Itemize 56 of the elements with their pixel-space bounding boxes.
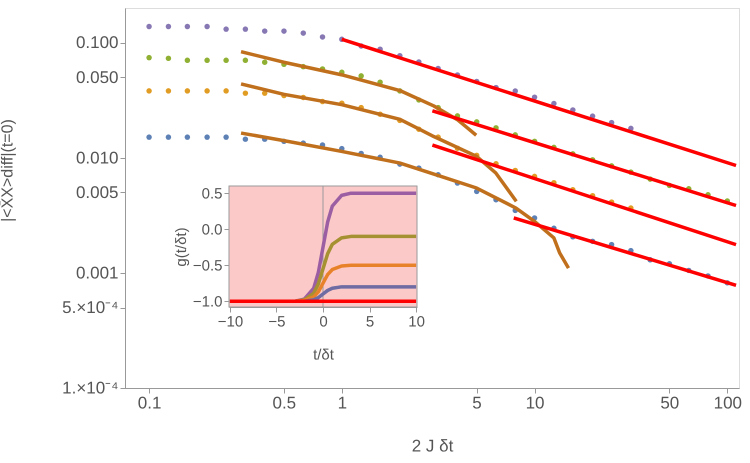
x-tick-label: 5: [366, 314, 374, 330]
y-tick-label: 5.×10⁻⁴: [62, 298, 118, 318]
x-tick-label: 10: [408, 314, 425, 330]
point: [166, 24, 172, 30]
point: [223, 58, 229, 64]
point: [358, 73, 364, 79]
x-tick-label: −5: [268, 314, 286, 330]
point: [166, 56, 172, 62]
point: [146, 54, 152, 60]
x-tick-label: 100: [714, 394, 742, 412]
x-tick-label: 1: [338, 394, 348, 412]
point: [166, 134, 172, 140]
x-tick-label: 5: [472, 394, 482, 412]
point: [184, 58, 190, 64]
point: [204, 58, 210, 64]
point: [242, 136, 248, 142]
y-tick-label: 0.001: [76, 263, 118, 282]
y-tick-label: 0.5: [202, 186, 222, 203]
point: [262, 28, 268, 34]
y-axis-title: g(t/δt): [172, 227, 190, 267]
point: [242, 58, 248, 64]
x-tick-label: −10: [218, 314, 244, 330]
x-tick-label: 0.5: [272, 394, 296, 412]
y-tick-label: 0.005: [76, 182, 118, 202]
y-tick-label: 0.010: [76, 148, 118, 168]
point: [223, 134, 229, 140]
x-axis-title: 2 J δt: [412, 436, 454, 456]
point: [146, 134, 152, 140]
y-tick-label: −1.0: [192, 294, 222, 311]
point: [184, 24, 190, 30]
point: [204, 88, 210, 94]
point: [320, 34, 326, 40]
point: [223, 26, 229, 32]
point: [281, 28, 287, 34]
point: [166, 88, 172, 94]
x-tick-label: 0: [319, 314, 328, 330]
point: [242, 26, 248, 32]
point: [262, 59, 268, 65]
point: [146, 24, 152, 30]
point: [184, 88, 190, 94]
x-tick-label: 0.1: [138, 394, 162, 412]
y-tick-label: 1.×10⁻⁴: [62, 378, 118, 398]
point: [242, 90, 248, 96]
y-tick-label: 0.100: [76, 33, 118, 52]
point: [184, 134, 190, 140]
point: [300, 30, 306, 36]
point: [204, 24, 210, 30]
x-axis-title: t/δt: [313, 346, 335, 364]
point: [146, 88, 152, 94]
x-tick-label: 50: [660, 394, 680, 412]
x-tick-label: 10: [526, 394, 545, 412]
point: [223, 88, 229, 94]
point: [204, 134, 210, 140]
y-tick-label: −0.5: [192, 258, 222, 275]
y-tick-label: 0.0: [202, 222, 222, 239]
y-tick-label: 0.050: [76, 68, 118, 87]
